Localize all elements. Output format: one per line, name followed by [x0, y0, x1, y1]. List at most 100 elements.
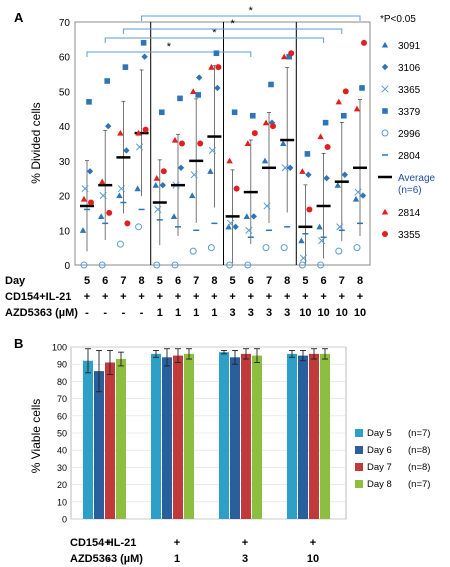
- row-cell: +: [193, 291, 199, 303]
- point-3379: [104, 78, 110, 84]
- point-3106: [86, 168, 94, 175]
- row-cell: 10: [317, 307, 329, 319]
- point-2996: [335, 247, 343, 255]
- row-cell: 5: [84, 275, 90, 287]
- row-cell: 8: [139, 275, 145, 287]
- bar-day-8: [320, 353, 330, 519]
- point-2996: [80, 261, 88, 269]
- point-3365: [136, 143, 144, 151]
- point-3106: [268, 119, 276, 126]
- point-3379: [231, 109, 238, 116]
- bar-day-7: [241, 353, 251, 519]
- point-3355: [361, 39, 367, 46]
- point-3355: [215, 64, 222, 71]
- point-2996: [226, 261, 234, 269]
- bar-day-5: [151, 353, 161, 519]
- point-3091: [261, 157, 269, 164]
- point-3091: [243, 213, 250, 219]
- point-2814: [353, 105, 361, 112]
- panel-b-legend: Day 5 (n=7) Day 6 (n=8) Day 7 (n=8) Day 8 (n=7): [355, 428, 430, 490]
- point-2814: [281, 53, 288, 60]
- point-3091: [280, 140, 287, 147]
- panel-a-plot-frame: [74, 21, 371, 266]
- point-3355: [306, 206, 313, 213]
- point-3355: [160, 168, 167, 175]
- point-2996: [298, 261, 306, 269]
- row-cell: -: [122, 307, 126, 319]
- point-3365: [336, 223, 344, 231]
- panel-a-group-dividers: [150, 22, 297, 265]
- point-2996: [262, 244, 270, 252]
- row-cell: +: [102, 291, 108, 303]
- row-cell: 3: [248, 307, 254, 319]
- point-3379: [177, 95, 183, 102]
- point-3379: [140, 40, 147, 46]
- point-3365: [81, 185, 89, 193]
- point-3355: [179, 140, 185, 147]
- row-label: AZD5363 (µM): [5, 307, 78, 319]
- point-3379: [122, 64, 129, 70]
- point-2814: [117, 129, 124, 136]
- legend-swatch: [355, 480, 363, 488]
- point-3365: [354, 188, 362, 196]
- point-2996: [135, 223, 143, 231]
- legend-swatch: [355, 446, 363, 454]
- panel-a-y-axis-label: % Divided cells: [29, 102, 43, 183]
- row-cell: 10: [354, 307, 366, 319]
- significance-star: *: [249, 5, 254, 17]
- panel-a-y-ticks: 0 10 20 30 40 50 60 70: [59, 18, 71, 272]
- point-2996: [317, 261, 325, 269]
- point-2814: [99, 178, 106, 185]
- row-cell: 6: [175, 275, 181, 287]
- point-3091: [352, 195, 360, 202]
- panel-a-chart: % Divided cells 0 10 20 30 40 50 60 70 * * * * 309…: [5, 5, 436, 319]
- point-3365: [281, 164, 289, 172]
- row-cell: 5: [157, 275, 163, 287]
- panel-b-condition-table: CD154+IL-21+ + + +AZD5363 (µM)- 1 3 10: [70, 537, 319, 565]
- point-3355: [270, 123, 276, 130]
- bar-day-5: [219, 352, 229, 519]
- significance-bracket: [122, 28, 343, 34]
- point-3355: [342, 88, 349, 95]
- row-cell: 1: [174, 553, 180, 565]
- legend-label: 2996: [398, 129, 421, 140]
- y-tick-label: 0: [62, 515, 67, 525]
- y-tick-label: 40: [59, 122, 71, 133]
- bar-day-7: [173, 355, 183, 519]
- row-cell: 1: [157, 307, 163, 319]
- row-cell: +: [106, 537, 112, 549]
- row-cell: 1: [211, 307, 217, 319]
- row-cell: 8: [284, 275, 290, 287]
- panel-a-significance-brackets: * * * *: [86, 5, 361, 57]
- bar-day-5: [287, 353, 297, 519]
- point-3355: [124, 220, 131, 227]
- point-3106: [341, 171, 348, 178]
- point-3091: [334, 181, 341, 188]
- legend-marker: [381, 63, 389, 71]
- legend-marker: [381, 208, 389, 215]
- point-3365: [263, 202, 271, 210]
- row-cell: 5: [230, 275, 236, 287]
- legend-count: (n=7): [408, 479, 430, 490]
- legend-label: 3091: [398, 41, 421, 52]
- point-3091: [225, 223, 232, 230]
- row-label: CD154+IL-21: [5, 291, 71, 303]
- significance-bracket: [104, 37, 325, 43]
- row-label: Day: [5, 275, 26, 287]
- row-cell: +: [248, 291, 254, 303]
- bar-day-8: [184, 353, 194, 519]
- legend-label: Day 8: [367, 479, 392, 490]
- point-3091: [298, 237, 305, 244]
- point-3106: [323, 175, 330, 182]
- point-3355: [88, 199, 94, 206]
- row-cell: +: [174, 537, 180, 549]
- y-tick-label: 30: [57, 463, 67, 473]
- point-3365: [99, 192, 107, 200]
- y-tick-label: 70: [59, 18, 71, 29]
- legend-label: 2814: [398, 208, 421, 219]
- row-cell: +: [242, 537, 248, 549]
- point-3106: [359, 192, 367, 199]
- point-3355: [142, 126, 149, 133]
- point-3106: [123, 147, 130, 154]
- point-2814: [317, 133, 324, 140]
